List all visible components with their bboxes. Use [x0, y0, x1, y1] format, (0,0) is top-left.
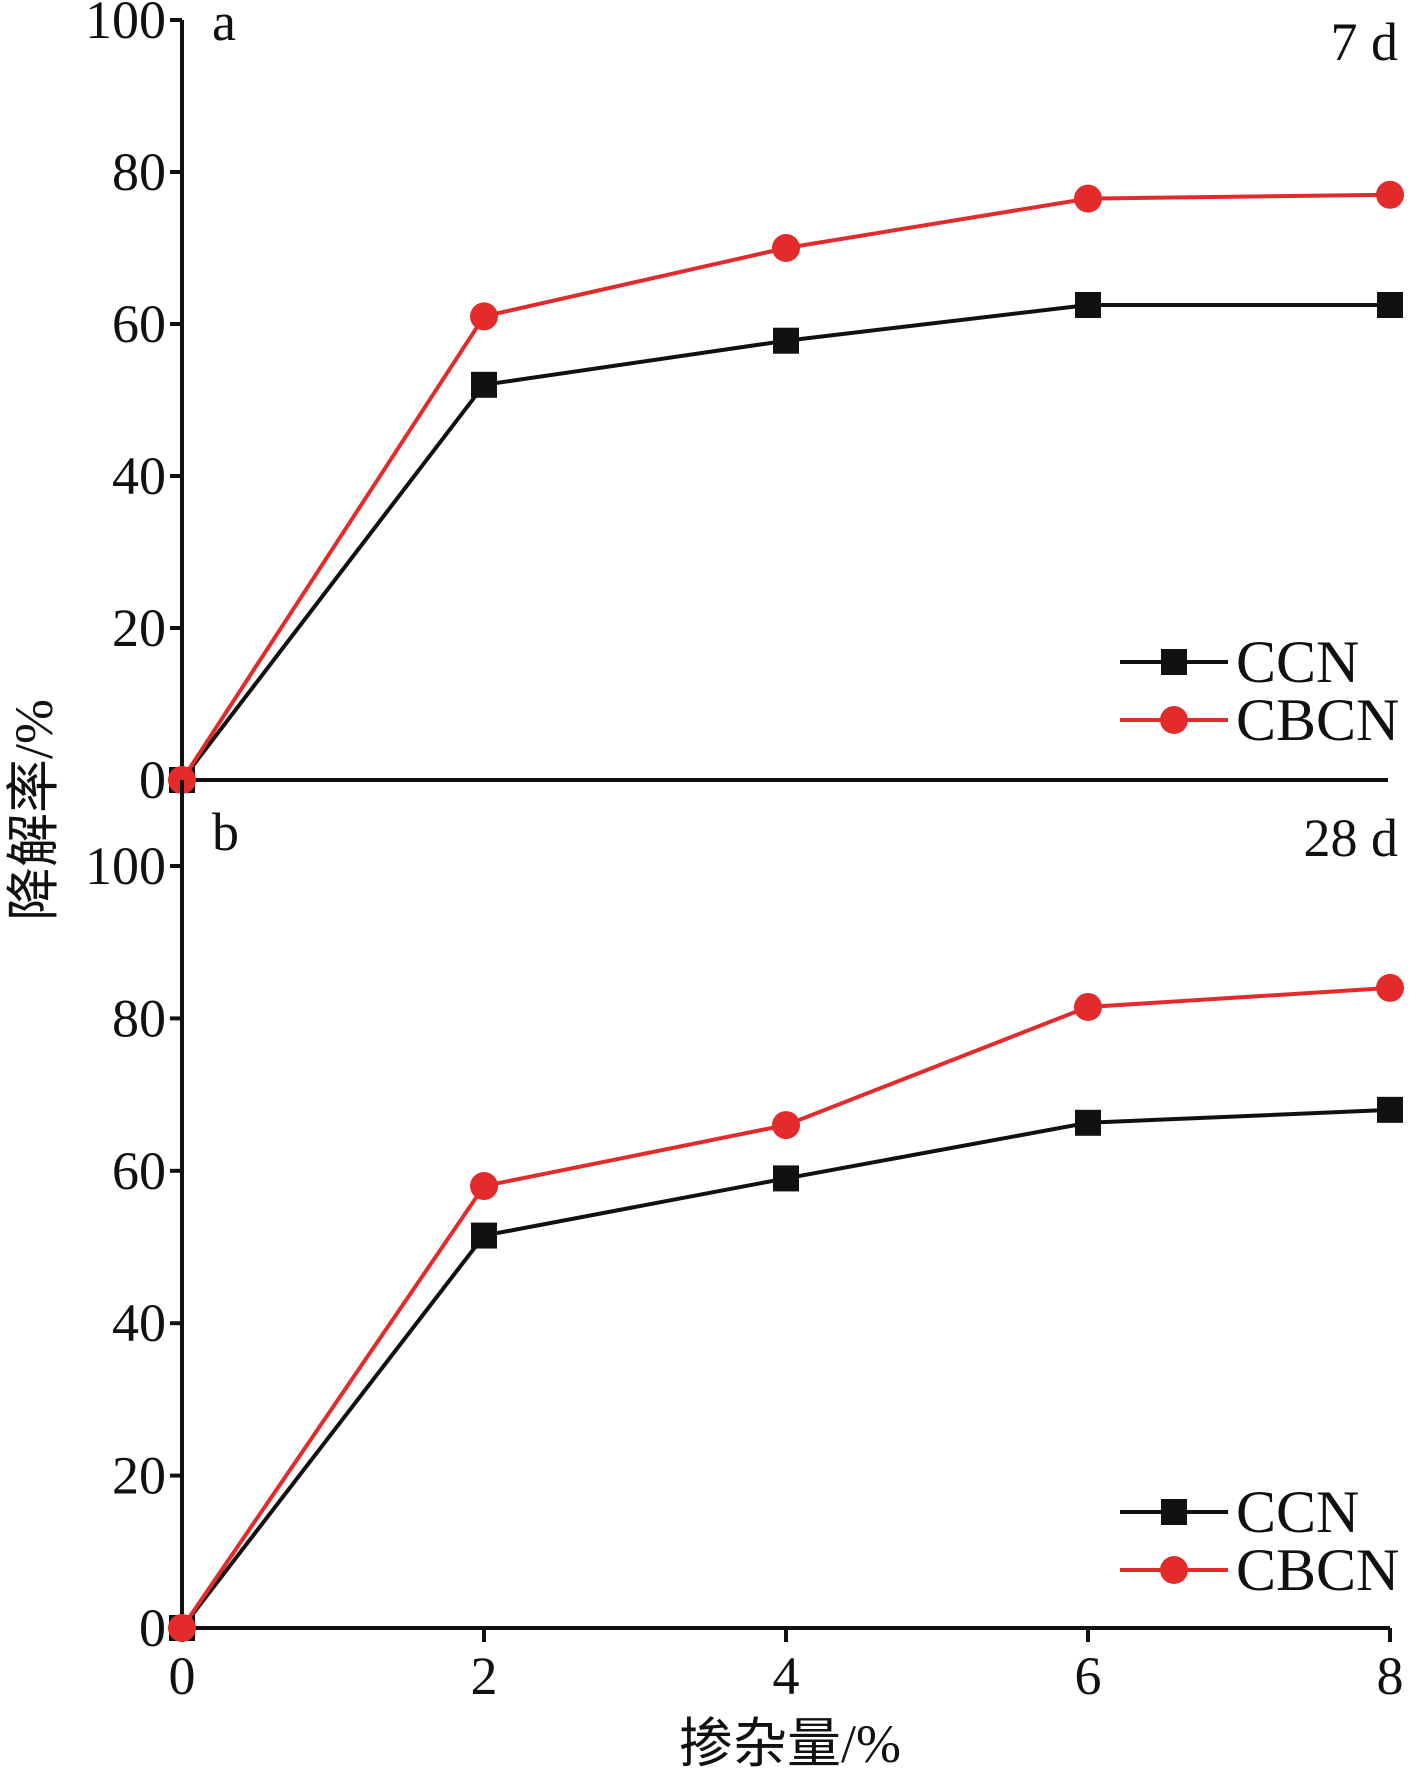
legend-item-ccn: CCN: [1120, 629, 1359, 695]
y-tick-label: 20: [112, 1446, 166, 1506]
legend-item-cbcn: CBCN: [1120, 687, 1399, 753]
data-point-ccn: [471, 371, 497, 398]
data-point-cbcn: [470, 1172, 498, 1201]
legend-marker: [1160, 706, 1188, 734]
data-point-cbcn: [1074, 184, 1102, 213]
data-point-cbcn: [168, 1614, 196, 1642]
legend-marker: [1160, 1556, 1188, 1584]
data-point-cbcn: [1074, 992, 1102, 1021]
data-point-ccn: [1377, 292, 1403, 318]
y-tick-label: 20: [112, 598, 166, 658]
panel-letter: a: [212, 0, 236, 52]
data-point-ccn: [471, 1222, 497, 1249]
data-point-cbcn: [772, 1111, 800, 1140]
data-point-cbcn: [772, 234, 800, 262]
y-tick-label: 80: [112, 142, 166, 202]
y-tick-label: 0: [139, 1598, 166, 1658]
y-tick-label: 0: [139, 750, 166, 810]
series-line-cbcn: [180, 192, 1391, 782]
x-tick-label: 6: [1075, 1646, 1102, 1706]
series-ccn: [169, 1096, 1403, 1641]
data-point-cbcn: [470, 302, 498, 331]
legend-item-cbcn: CBCN: [1120, 1537, 1399, 1603]
data-point-ccn: [773, 327, 799, 354]
y-tick-label: 40: [112, 1293, 166, 1353]
legend-label: CBCN: [1236, 687, 1399, 753]
series-ccn: [169, 292, 1403, 793]
legend-marker: [1161, 649, 1187, 675]
x-tick-label: 2: [471, 1646, 498, 1706]
x-tick-label: 8: [1377, 1646, 1404, 1706]
data-point-ccn: [1075, 1109, 1101, 1136]
data-point-cbcn: [1376, 180, 1404, 209]
y-tick-label: 100: [85, 836, 166, 896]
series-cbcn: [168, 973, 1404, 1642]
y-axis-title: 降解率/%: [4, 699, 64, 921]
y-tick-label: 60: [112, 1141, 166, 1201]
legend-item-ccn: CCN: [1120, 1479, 1359, 1545]
data-point-cbcn: [1376, 973, 1404, 1002]
legend-label: CBCN: [1236, 1537, 1399, 1603]
period-label: 7 d: [1331, 12, 1399, 72]
y-tick-label: 100: [85, 0, 166, 50]
y-tick-label: 40: [112, 446, 166, 506]
x-axis-title: 掺杂量/%: [679, 1714, 901, 1772]
legend-label: CCN: [1236, 629, 1359, 695]
data-point-ccn: [1075, 292, 1101, 318]
legend-marker: [1161, 1499, 1187, 1525]
period-label: 28 d: [1304, 808, 1399, 868]
series-cbcn: [168, 180, 1404, 794]
data-point-ccn: [773, 1165, 799, 1192]
y-tick-label: 60: [112, 294, 166, 354]
legend-label: CCN: [1236, 1479, 1359, 1545]
x-tick-label: 4: [773, 1646, 800, 1706]
data-point-ccn: [1377, 1096, 1403, 1123]
y-tick-label: 80: [112, 988, 166, 1048]
panel-letter: b: [212, 802, 239, 862]
series-line-ccn: [180, 303, 1390, 782]
x-tick-label: 0: [169, 1646, 196, 1706]
series-line-cbcn: [180, 985, 1391, 1630]
